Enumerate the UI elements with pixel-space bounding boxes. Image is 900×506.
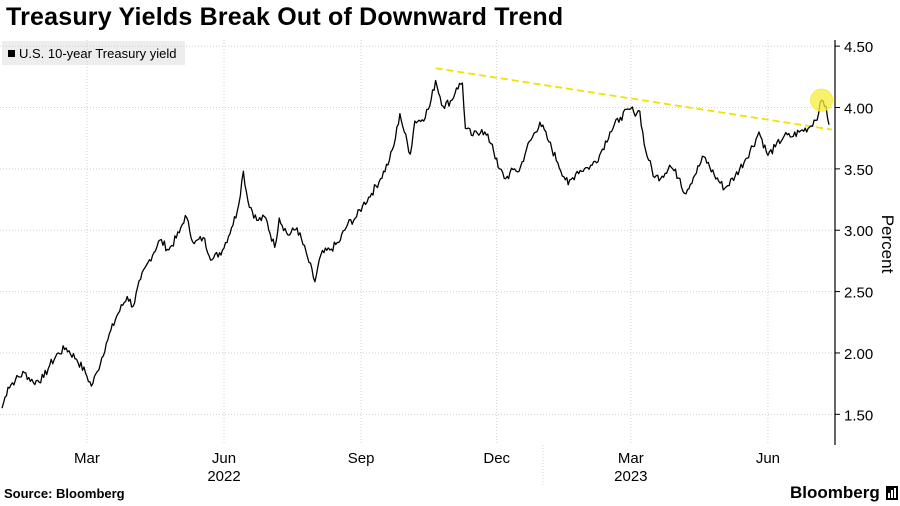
y-tick-label: 4.00 [844,101,873,118]
year-label: 2022 [207,468,240,485]
series-line [1,79,830,409]
bar-chart-icon [885,486,898,500]
brand-logo: Bloomberg [790,483,898,503]
x-tick-label: Mar [74,450,100,467]
year-label: 2023 [614,468,647,485]
legend-label: U.S. 10-year Treasury yield [19,45,177,61]
chart-title: Treasury Yields Break Out of Downward Tr… [6,3,564,31]
y-tick-label: 2.50 [844,285,873,302]
legend-swatch [8,49,15,57]
series-layer [1,67,834,409]
highlight-marker [810,88,834,112]
y-tick-label: 3.00 [844,223,873,240]
y-axis-label: Percent [878,215,897,274]
y-tick-label: 4.50 [844,39,873,56]
legend: U.S. 10-year Treasury yield [2,41,185,65]
grid-layer [0,40,835,487]
axis-layer: 4.50 4.00 3.50 3.00 2.50 2.00 1.50 Mar Jun Sep Dec… [74,39,873,485]
y-tick-label: 1.50 [844,407,873,424]
y-tick-label: 2.00 [844,346,873,363]
source-note: Source: Bloomberg [4,486,125,501]
y-tick-label: 3.50 [844,162,873,179]
x-tick-label: Jun [212,450,236,467]
x-tick-label: Dec [483,450,510,467]
trend-line [435,67,833,131]
brand-name: Bloomberg [790,483,880,502]
x-tick-label: Jun [756,450,780,467]
x-tick-label: Sep [348,450,375,467]
x-tick-label: Mar [618,450,644,467]
